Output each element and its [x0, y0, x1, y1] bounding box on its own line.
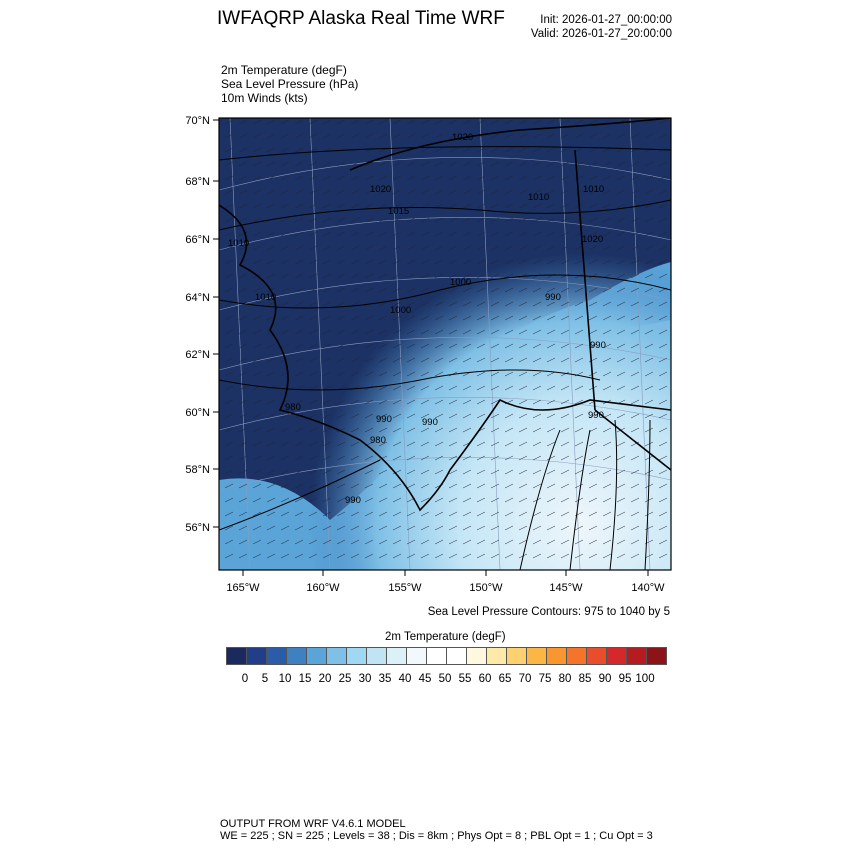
contour-label: 1000: [390, 305, 411, 316]
coastline: [219, 118, 671, 512]
contour-label: 990: [545, 292, 561, 303]
lat-label: 66°N: [185, 234, 210, 246]
valid-time: Valid: 2026-01-27_20:00:00: [530, 28, 672, 40]
colorbar-label: 25: [338, 673, 352, 685]
colorbar-box: [547, 648, 567, 664]
contour-label: 1010: [583, 184, 604, 195]
contour-label: 1020: [452, 132, 473, 143]
colorbar-label: 100: [635, 673, 655, 685]
lat-label: 70°N: [185, 115, 210, 127]
lat-label: 56°N: [185, 522, 210, 534]
colorbar-label: 35: [378, 673, 392, 685]
colorbar-label: 50: [438, 673, 452, 685]
contour-label: 1010: [228, 238, 249, 249]
contour-label: 990: [345, 495, 361, 506]
colorbar-box: [387, 648, 407, 664]
colorbar-label: 75: [538, 673, 552, 685]
footer-model: OUTPUT FROM WRF V4.6.1 MODEL: [220, 818, 406, 830]
field-label-winds: 10m Winds (kts): [221, 91, 308, 105]
lon-label: 165°W: [226, 582, 260, 594]
run-times: Init: 2026-01-27_00:00:00 Valid: 2026-01…: [531, 13, 672, 41]
pressure-contours: [219, 146, 671, 570]
colorbar-box: [367, 648, 387, 664]
contour-label: 1020: [370, 184, 391, 195]
colorbar-box: [627, 648, 647, 664]
colorbar-label: 95: [618, 673, 632, 685]
lon-label: 145°W: [549, 582, 583, 594]
colorbar-box: [447, 648, 467, 664]
colorbar-label: 45: [418, 673, 432, 685]
contour-label: 990: [376, 414, 392, 425]
colorbar-label: 20: [318, 673, 332, 685]
lon-label: 155°W: [388, 582, 422, 594]
contour-label: 990: [422, 417, 438, 428]
colorbar-box: [287, 648, 307, 664]
plot-title: IWFAQRP Alaska Real Time WRF: [217, 8, 505, 29]
contour-label: 1010: [255, 292, 276, 303]
colorbar-box: [587, 648, 607, 664]
contour-label: 1010: [528, 192, 549, 203]
lat-label: 58°N: [185, 464, 210, 476]
init-time: Init: 2026-01-27_00:00:00: [540, 14, 672, 26]
contour-label: 980: [285, 402, 301, 413]
colorbar-box: [307, 648, 327, 664]
contour-label: 1015: [388, 206, 409, 217]
colorbar-label: 80: [558, 673, 572, 685]
colorbar-box: [507, 648, 527, 664]
graticule: [219, 118, 671, 570]
colorbar-box: [607, 648, 627, 664]
colorbar-label: 10: [278, 673, 292, 685]
colorbar-box: [427, 648, 447, 664]
colorbar-label: 90: [598, 673, 612, 685]
field-label-pressure: Sea Level Pressure (hPa): [221, 77, 359, 91]
colorbar-box: [487, 648, 507, 664]
colorbar-box: [647, 648, 666, 664]
colorbar-label: 60: [478, 673, 492, 685]
colorbar-box: [227, 648, 247, 664]
colorbar-label: 30: [358, 673, 372, 685]
colorbar-box: [527, 648, 547, 664]
contour-label: 980: [370, 435, 386, 446]
colorbar-label: 40: [398, 673, 412, 685]
colorbar-label: 5: [261, 673, 269, 685]
colorbar-box: [407, 648, 427, 664]
lat-label: 64°N: [185, 292, 210, 304]
colorbar-box: [247, 648, 267, 664]
lon-label: 160°W: [306, 582, 340, 594]
colorbar-box: [467, 648, 487, 664]
colorbar-box: [567, 648, 587, 664]
colorbar-box: [347, 648, 367, 664]
contour-labels: 1020 1020 1015 1010 1010 1010 1020 1010 1000 1000…: [228, 132, 606, 506]
colorbar-label: 55: [458, 673, 472, 685]
colorbar-label: 65: [498, 673, 512, 685]
colorbar-label: 70: [518, 673, 532, 685]
colorbar-label: 85: [578, 673, 592, 685]
field-label-temperature: 2m Temperature (degF): [221, 63, 347, 77]
map-frame: [218, 117, 672, 571]
lon-label: 140°W: [631, 582, 665, 594]
contour-label: 1000: [450, 277, 471, 288]
colorbar-title: 2m Temperature (degF): [385, 631, 506, 643]
colorbar-label: 0: [241, 673, 249, 685]
colorbar-box: [267, 648, 287, 664]
lat-label: 68°N: [185, 176, 210, 188]
lon-label: 150°W: [469, 582, 503, 594]
lat-label: 62°N: [185, 349, 210, 361]
axis-ticks: 70°N 68°N 66°N 64°N 62°N 60°N 58°N 56°N 165°W 160…: [185, 115, 665, 594]
colorbar-box: [327, 648, 347, 664]
lat-label: 60°N: [185, 407, 210, 419]
slp-contour-note: Sea Level Pressure Contours: 975 to 1040…: [427, 606, 670, 618]
contour-label: 990: [590, 340, 606, 351]
footer-config: WE = 225 ; SN = 225 ; Levels = 38 ; Dis …: [220, 830, 653, 842]
contour-label: 990: [588, 410, 604, 421]
colorbar: [226, 647, 667, 665]
colorbar-label: 15: [298, 673, 312, 685]
contour-label: 1020: [582, 234, 603, 245]
